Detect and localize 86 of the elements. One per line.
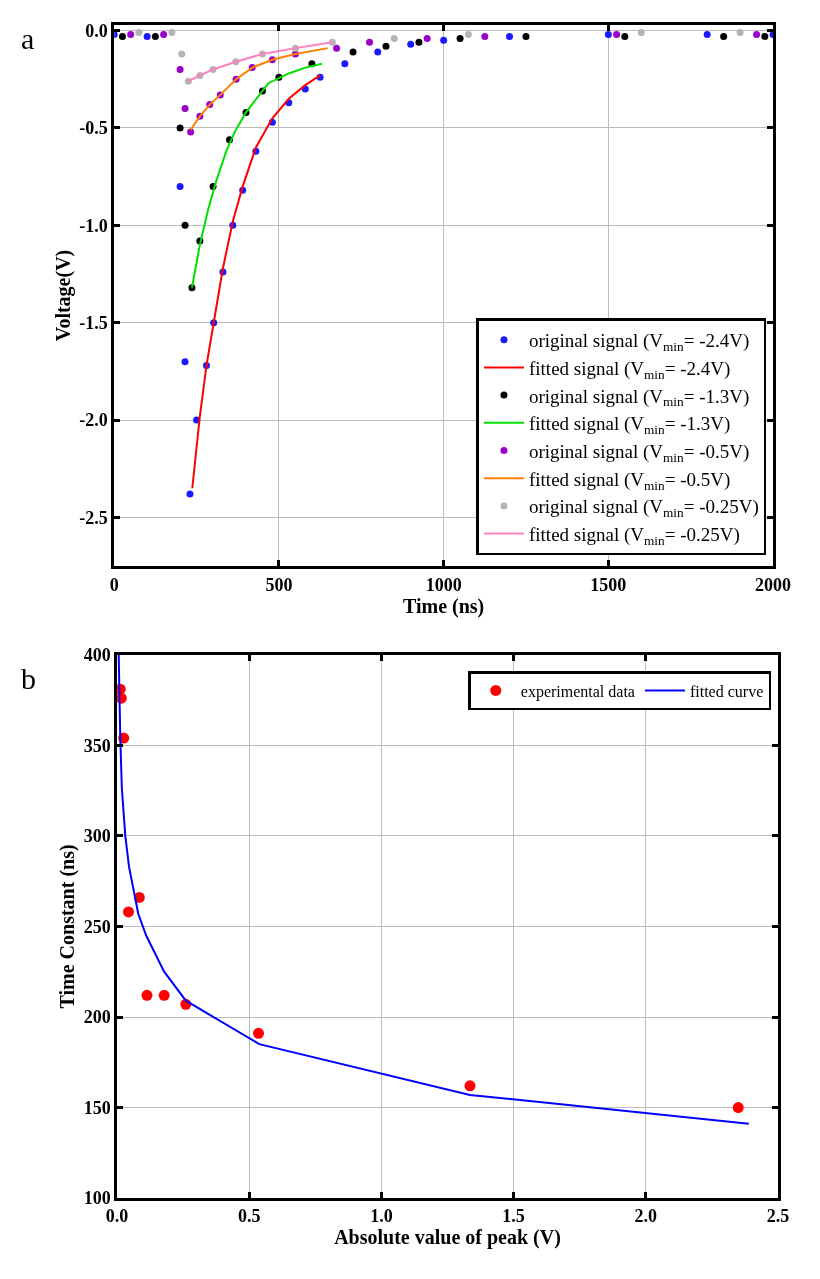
point [522,32,530,40]
y-tick-label: 0.0 [85,20,108,41]
x-tick-label: 0.5 [238,1206,261,1227]
y-tick-label: 250 [83,916,111,937]
legend-label: original signal (V$_{min}$= -0.5V) [528,440,750,465]
x-tick-label: 500 [265,574,293,595]
y-tick-label: 300 [83,826,111,847]
y-tick-label: 150 [83,1097,111,1118]
legend-label: fitted signal (V$_{min}$= -0.5V) [528,468,731,493]
y-axis-title: Voltage(V) [51,249,75,342]
point [423,34,431,42]
point [168,29,176,37]
legend-label: fitted signal (V$_{min}$= -2.4V) [528,357,731,382]
x-tick-label: 0.0 [105,1206,129,1227]
point [366,38,374,46]
point [178,50,186,58]
point [481,32,489,40]
point [143,32,151,40]
x-tick-label: 2.5 [766,1206,790,1227]
point [176,124,184,132]
point [181,221,189,229]
x-tick-label: 2000 [755,574,792,595]
point [753,31,761,38]
x-axis-title: Absolute value of peak (V) [334,1226,561,1250]
x-tick-label: 2.0 [634,1206,657,1227]
point [160,31,168,38]
point [176,182,184,190]
point [456,34,464,42]
x-tick-label: 1.0 [370,1206,393,1227]
point [176,66,184,74]
y-tick-label: -2.0 [79,410,108,431]
point [135,29,143,37]
x-tick-label: 1000 [425,574,462,595]
point [374,48,382,56]
point [703,31,711,38]
x-tick-label: 1.5 [502,1206,525,1227]
y-tick-label: -1.0 [79,215,108,236]
y-tick-label: -0.5 [79,118,108,139]
legend-label: original signal (V$_{min}$= -1.3V) [528,385,750,410]
y-tick-label: -1.5 [79,313,108,334]
point [253,1027,265,1039]
text: b [21,662,36,695]
y-tick-label: 400 [83,645,111,666]
point [464,31,472,38]
point [349,48,357,56]
point [407,40,415,48]
point [604,31,612,38]
x-tick-label: 1500 [590,574,627,595]
y-tick-label: -2.5 [79,507,108,528]
point [186,490,194,498]
text: a [21,22,35,55]
point [637,29,645,37]
point [440,36,448,44]
x-tick-label: 0 [109,574,119,595]
point [181,358,189,366]
point [158,989,170,1001]
point [151,32,159,40]
point [736,29,744,37]
point [732,1102,744,1114]
y-axis-title: Time Constant (ns) [56,844,80,1009]
y-tick-label: 200 [83,1007,111,1028]
point [464,1080,476,1092]
point [621,32,629,40]
point [127,31,135,38]
y-tick-label: 350 [83,735,111,756]
point [333,44,341,52]
point [141,989,153,1001]
y-tick-label: 100 [83,1188,111,1209]
point [341,60,349,68]
point [181,105,189,112]
legend-label: original signal (V$_{min}$= -0.25V) [528,496,759,521]
legend-label: fitted curve [689,682,764,700]
legend-label: fitted signal (V$_{min}$= -0.25V) [528,524,740,548]
point [390,34,398,42]
point [382,42,390,50]
point [122,906,134,918]
legend-label: original signal (V$_{min}$= -2.4V) [528,330,750,355]
point [761,32,769,40]
legend-label: experimental data [520,682,635,701]
point [720,32,728,40]
point [118,32,126,40]
point [613,31,621,38]
x-axis-title: Time (ns) [402,594,485,618]
legend-label: fitted signal (V$_{min}$= -1.3V) [528,413,731,438]
point [506,32,514,40]
point [415,38,423,46]
